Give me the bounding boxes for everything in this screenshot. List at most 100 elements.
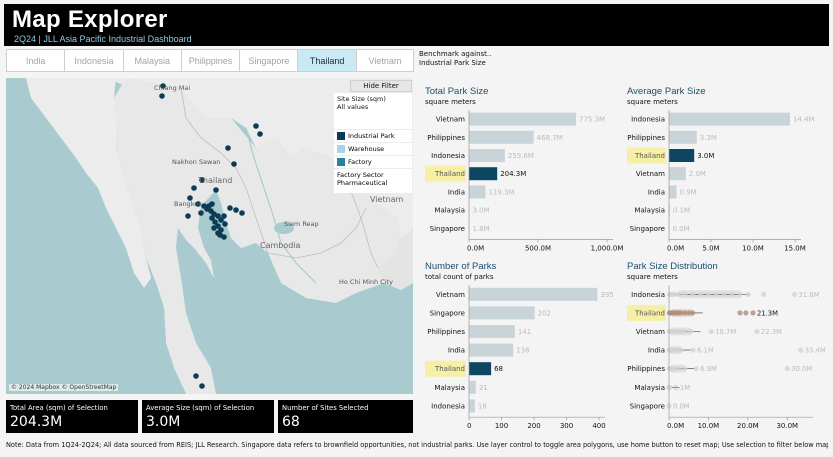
site-marker[interactable] xyxy=(218,217,224,223)
site-marker[interactable] xyxy=(195,201,201,207)
site-marker[interactable] xyxy=(222,221,228,227)
data-point[interactable] xyxy=(721,291,727,297)
site-marker[interactable] xyxy=(206,203,212,209)
bar[interactable] xyxy=(469,287,598,301)
site-marker[interactable] xyxy=(187,195,193,201)
site-marker[interactable] xyxy=(185,213,191,219)
bar[interactable] xyxy=(469,185,486,199)
data-point[interactable] xyxy=(690,291,696,297)
data-point[interactable] xyxy=(688,328,694,335)
site-marker[interactable] xyxy=(213,187,219,193)
data-point[interactable] xyxy=(737,291,743,297)
data-point[interactable] xyxy=(745,291,751,297)
site-marker[interactable] xyxy=(239,210,245,216)
data-point[interactable] xyxy=(674,347,680,353)
data-point[interactable] xyxy=(697,291,704,297)
data-point[interactable] xyxy=(729,291,735,297)
bar[interactable] xyxy=(469,167,498,181)
data-point[interactable] xyxy=(705,291,712,297)
data-point[interactable] xyxy=(682,366,688,372)
tab-india[interactable]: India xyxy=(6,49,65,72)
bar[interactable] xyxy=(469,325,515,338)
tab-thailand[interactable]: Thailand xyxy=(297,49,356,72)
data-point[interactable] xyxy=(672,366,678,372)
data-point[interactable] xyxy=(754,328,760,335)
tab-vietnam[interactable]: Vietnam xyxy=(355,49,415,72)
bar[interactable] xyxy=(469,343,514,357)
data-point[interactable] xyxy=(693,366,699,372)
legend-item[interactable]: Industrial Park xyxy=(334,130,412,142)
data-point[interactable] xyxy=(676,366,682,372)
site-marker[interactable] xyxy=(212,219,218,225)
data-point[interactable] xyxy=(676,291,682,297)
bar[interactable] xyxy=(469,112,576,126)
data-point[interactable] xyxy=(682,291,688,297)
map-canvas[interactable] xyxy=(6,78,413,394)
bar[interactable] xyxy=(669,185,677,199)
site-marker[interactable] xyxy=(199,177,205,183)
data-point[interactable] xyxy=(678,310,684,316)
site-marker[interactable] xyxy=(221,234,227,240)
site-marker[interactable] xyxy=(215,213,221,219)
data-point[interactable] xyxy=(737,310,743,316)
site-marker[interactable] xyxy=(191,185,197,191)
site-marker[interactable] xyxy=(159,93,165,99)
data-point[interactable] xyxy=(686,310,692,316)
bar[interactable] xyxy=(469,130,534,144)
data-point[interactable] xyxy=(672,291,678,297)
site-marker[interactable] xyxy=(199,383,205,389)
data-point[interactable] xyxy=(743,310,749,316)
site-marker[interactable] xyxy=(225,145,231,151)
hide-filter-button[interactable]: Hide Filter xyxy=(350,80,412,92)
legend-item[interactable]: Factory xyxy=(334,156,412,168)
data-point[interactable] xyxy=(674,328,680,335)
tab-malaysia[interactable]: Malaysia xyxy=(122,49,181,72)
data-point[interactable] xyxy=(678,347,684,353)
site-marker[interactable] xyxy=(198,210,204,216)
data-point[interactable] xyxy=(713,291,719,297)
site-marker[interactable] xyxy=(193,373,199,379)
data-point[interactable] xyxy=(784,366,790,372)
site-marker[interactable] xyxy=(227,205,233,211)
site-marker[interactable] xyxy=(160,83,166,89)
data-point[interactable] xyxy=(761,291,767,297)
bar[interactable] xyxy=(469,149,505,162)
data-point[interactable] xyxy=(666,384,672,390)
bar[interactable] xyxy=(669,167,686,181)
site-markers[interactable] xyxy=(159,83,263,389)
site-marker[interactable] xyxy=(211,225,217,231)
site-marker[interactable] xyxy=(231,161,237,167)
data-point[interactable] xyxy=(690,310,696,316)
legend-item[interactable]: Warehouse xyxy=(334,143,412,155)
site-size-filter[interactable]: Site Size (sqm) All values xyxy=(334,93,412,129)
data-point[interactable] xyxy=(791,291,797,297)
bar[interactable] xyxy=(669,112,790,126)
data-point[interactable] xyxy=(798,347,804,353)
site-marker[interactable] xyxy=(209,215,215,221)
benchmark-selector[interactable]: Benchmark against.. Industrial Park Size xyxy=(419,50,491,68)
bar[interactable] xyxy=(669,203,670,217)
bar[interactable] xyxy=(469,380,476,394)
site-marker[interactable] xyxy=(233,207,239,213)
tab-singapore[interactable]: Singapore xyxy=(239,49,298,72)
bar[interactable] xyxy=(469,362,492,376)
data-point[interactable] xyxy=(690,347,696,353)
tab-indonesia[interactable]: Indonesia xyxy=(64,49,123,72)
data-point[interactable] xyxy=(682,310,688,316)
site-marker[interactable] xyxy=(221,213,227,219)
data-point[interactable] xyxy=(678,328,684,335)
legend-swatch xyxy=(337,145,345,153)
tab-philippines[interactable]: Philippines xyxy=(180,49,240,72)
bar[interactable] xyxy=(469,306,535,320)
site-marker[interactable] xyxy=(215,230,221,236)
site-marker[interactable] xyxy=(257,131,263,137)
bar[interactable] xyxy=(669,149,695,162)
bar[interactable] xyxy=(469,399,475,413)
data-point[interactable] xyxy=(750,310,756,316)
factory-sector-filter[interactable]: Factory Sector Pharmaceutical xyxy=(334,169,412,193)
data-point[interactable] xyxy=(708,328,714,335)
map-view[interactable]: Chiang Mai Nakhon Sawan Thailand Bangkok… xyxy=(6,78,413,394)
data-point[interactable] xyxy=(682,328,688,335)
site-marker[interactable] xyxy=(253,123,259,129)
bar[interactable] xyxy=(669,130,697,144)
